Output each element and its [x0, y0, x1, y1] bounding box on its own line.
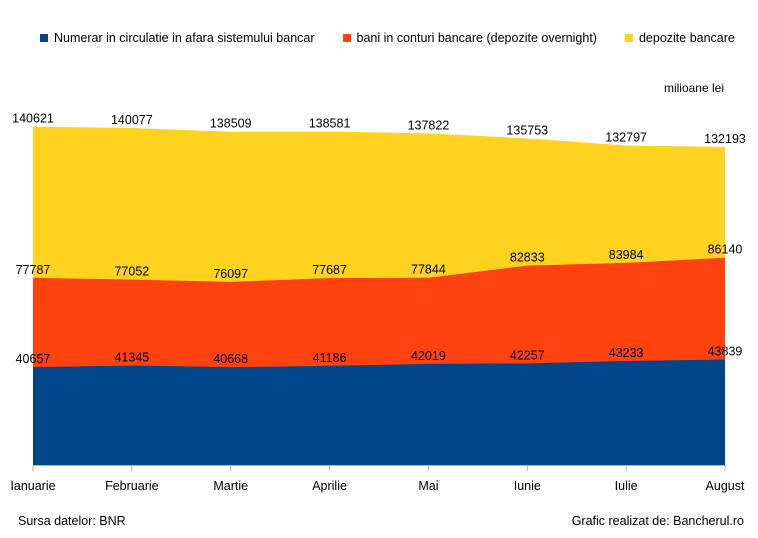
legend-label-depozite: depozite bancare: [638, 31, 735, 45]
data-label-depozite: 140621: [12, 112, 54, 126]
data-label-numerar: 41345: [114, 351, 149, 365]
data-label-overnight: 83984: [609, 248, 644, 262]
legend-swatch-depozite: [624, 34, 633, 42]
legend-item-numerar: Numerar in circulatie in afara sistemulu…: [40, 31, 315, 45]
legend: Numerar in circulatie in afara sistemulu…: [40, 28, 735, 48]
x-tick-label: Februarie: [105, 479, 159, 493]
data-label-numerar: 42019: [411, 349, 446, 363]
x-tick-label: Martie: [213, 479, 248, 493]
x-tick-label: August: [706, 479, 745, 493]
data-label-numerar: 40657: [16, 352, 51, 366]
data-label-numerar: 40668: [213, 352, 248, 366]
data-label-numerar: 43839: [708, 345, 743, 359]
data-label-numerar: 42257: [510, 348, 545, 362]
legend-label-overnight: bani in conturi bancare (depozite overni…: [356, 31, 597, 45]
legend-label-numerar: Numerar in circulatie in afara sistemulu…: [54, 31, 315, 45]
data-label-depozite: 132797: [605, 130, 647, 144]
legend-swatch-overnight: [342, 34, 351, 42]
data-label-numerar: 43233: [609, 346, 644, 360]
x-tick-label: Aprilie: [312, 479, 347, 493]
area-numerar: [33, 359, 725, 465]
data-label-depozite: 138509: [210, 117, 252, 131]
data-label-overnight: 86140: [708, 243, 743, 257]
data-label-depozite: 135753: [506, 123, 548, 137]
data-label-overnight: 82833: [510, 251, 545, 265]
credit-note: Grafic realizat de: Bancherul.ro: [571, 514, 744, 528]
source-note: Sursa datelor: BNR: [18, 514, 126, 528]
data-label-overnight: 77687: [312, 263, 347, 277]
x-tick-label: Ianuarie: [10, 479, 55, 493]
units-label: milioane lei: [663, 81, 724, 95]
data-label-depozite: 138581: [309, 117, 351, 131]
legend-swatch-numerar: [40, 34, 48, 42]
legend-item-depozite: depozite bancare: [624, 31, 735, 45]
data-label-numerar: 41186: [313, 351, 347, 365]
data-label-overnight: 77052: [114, 265, 149, 279]
data-label-overnight: 76097: [213, 267, 248, 281]
data-label-depozite: 132193: [704, 132, 746, 146]
x-tick-label: Iulie: [615, 479, 638, 493]
data-label-depozite: 137822: [408, 118, 450, 132]
data-label-depozite: 140077: [111, 113, 153, 127]
legend-item-overnight: bani in conturi bancare (depozite overni…: [342, 31, 597, 45]
data-label-overnight: 77844: [411, 263, 446, 277]
data-label-overnight: 77787: [16, 263, 51, 277]
x-tick-label: Iunie: [514, 479, 541, 493]
x-tick-label: Mai: [418, 479, 438, 493]
